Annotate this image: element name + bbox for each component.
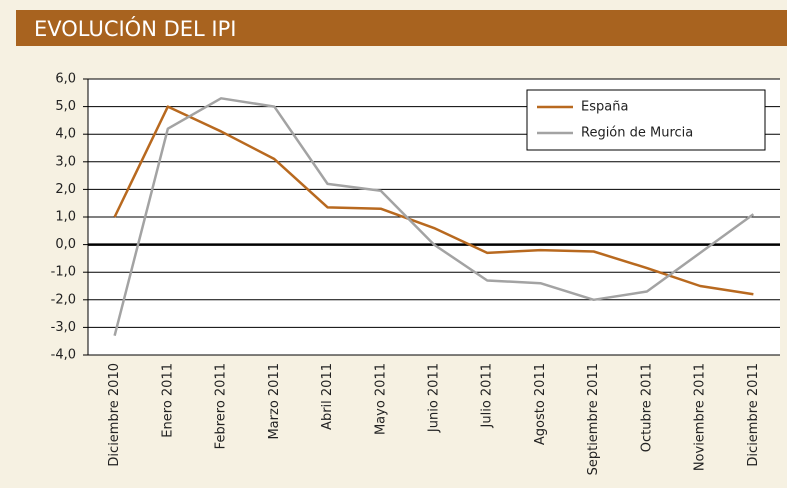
legend-box bbox=[526, 89, 766, 151]
x-tick-label: Noviembre 2011 bbox=[693, 363, 708, 471]
x-tick-label: Agosto 2011 bbox=[533, 363, 548, 445]
x-tick-label: Octubre 2011 bbox=[639, 363, 654, 452]
x-tick-label: Mayo 2011 bbox=[373, 363, 388, 435]
y-tick-label: 2,0 bbox=[55, 182, 76, 197]
y-tick-label: -4,0 bbox=[51, 348, 76, 363]
x-tick-label: Julio 2011 bbox=[480, 363, 495, 428]
y-tick-label: 3,0 bbox=[55, 154, 76, 169]
x-tick-label: Abril 2011 bbox=[320, 363, 335, 430]
x-tick-label: Diciembre 2011 bbox=[746, 363, 761, 467]
chart-title: EVOLUCIÓN DEL IPI bbox=[34, 16, 236, 41]
y-tick-label: 1,0 bbox=[55, 210, 76, 225]
legend-label: España bbox=[581, 100, 628, 115]
x-tick-label: Junio 2011 bbox=[427, 363, 442, 433]
series-line bbox=[113, 97, 755, 336]
y-tick-label: 4,0 bbox=[55, 127, 76, 142]
y-tick-label: -2,0 bbox=[51, 292, 76, 307]
x-tick-label: Diciembre 2010 bbox=[107, 363, 122, 467]
title-bar bbox=[16, 10, 787, 46]
y-tick-label: 6,0 bbox=[55, 72, 76, 87]
y-tick-label: -3,0 bbox=[51, 320, 76, 335]
y-tick-label: 5,0 bbox=[55, 99, 76, 114]
x-tick-label: Marzo 2011 bbox=[267, 363, 282, 440]
legend-label: Región de Murcia bbox=[581, 126, 693, 141]
x-tick-label: Enero 2011 bbox=[160, 363, 175, 438]
y-tick-label: 0,0 bbox=[55, 237, 76, 252]
x-tick-label: Febrero 2011 bbox=[214, 363, 229, 449]
x-tick-label: Septiembre 2011 bbox=[586, 363, 601, 475]
series-line bbox=[113, 105, 754, 296]
y-tick-label: -1,0 bbox=[51, 265, 76, 280]
